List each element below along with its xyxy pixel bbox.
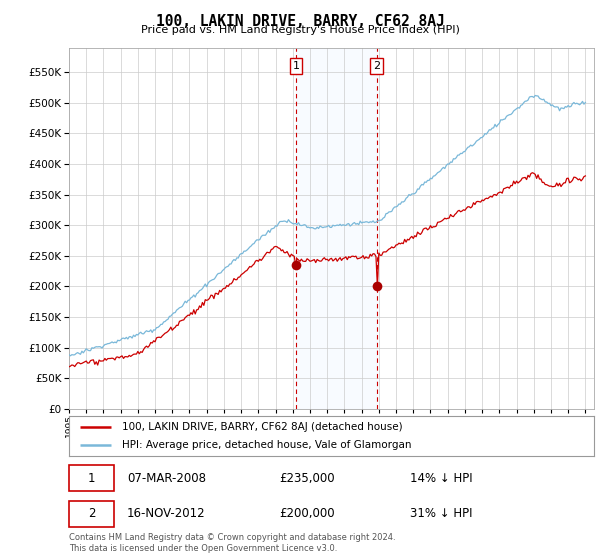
- Text: 07-MAR-2008: 07-MAR-2008: [127, 472, 206, 484]
- FancyBboxPatch shape: [69, 465, 113, 492]
- Text: 16-NOV-2012: 16-NOV-2012: [127, 507, 205, 520]
- FancyBboxPatch shape: [69, 501, 113, 527]
- Text: 1: 1: [292, 61, 299, 71]
- Text: £200,000: £200,000: [279, 507, 335, 520]
- Text: 100, LAKIN DRIVE, BARRY, CF62 8AJ (detached house): 100, LAKIN DRIVE, BARRY, CF62 8AJ (detac…: [121, 422, 402, 432]
- Text: 1: 1: [88, 472, 95, 484]
- Text: Contains HM Land Registry data © Crown copyright and database right 2024.
This d: Contains HM Land Registry data © Crown c…: [69, 533, 395, 553]
- Text: 100, LAKIN DRIVE, BARRY, CF62 8AJ: 100, LAKIN DRIVE, BARRY, CF62 8AJ: [155, 14, 445, 29]
- Text: 2: 2: [373, 61, 380, 71]
- Text: Price paid vs. HM Land Registry's House Price Index (HPI): Price paid vs. HM Land Registry's House …: [140, 25, 460, 35]
- Text: 2: 2: [88, 507, 95, 520]
- Text: £235,000: £235,000: [279, 472, 335, 484]
- Text: 31% ↓ HPI: 31% ↓ HPI: [410, 507, 473, 520]
- Text: HPI: Average price, detached house, Vale of Glamorgan: HPI: Average price, detached house, Vale…: [121, 440, 411, 450]
- Text: 14% ↓ HPI: 14% ↓ HPI: [410, 472, 473, 484]
- Bar: [296, 48, 377, 409]
